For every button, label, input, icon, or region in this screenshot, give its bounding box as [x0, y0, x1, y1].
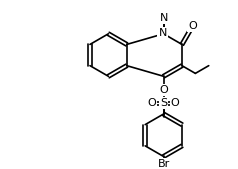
Text: Br: Br	[158, 159, 170, 169]
Text: O: O	[148, 98, 156, 108]
Text: O: O	[188, 21, 197, 31]
Text: O: O	[171, 98, 179, 108]
Text: N: N	[159, 28, 167, 38]
Text: N: N	[159, 13, 168, 23]
Text: N: N	[159, 29, 167, 39]
Text: S: S	[160, 98, 167, 108]
Text: O: O	[159, 85, 168, 95]
